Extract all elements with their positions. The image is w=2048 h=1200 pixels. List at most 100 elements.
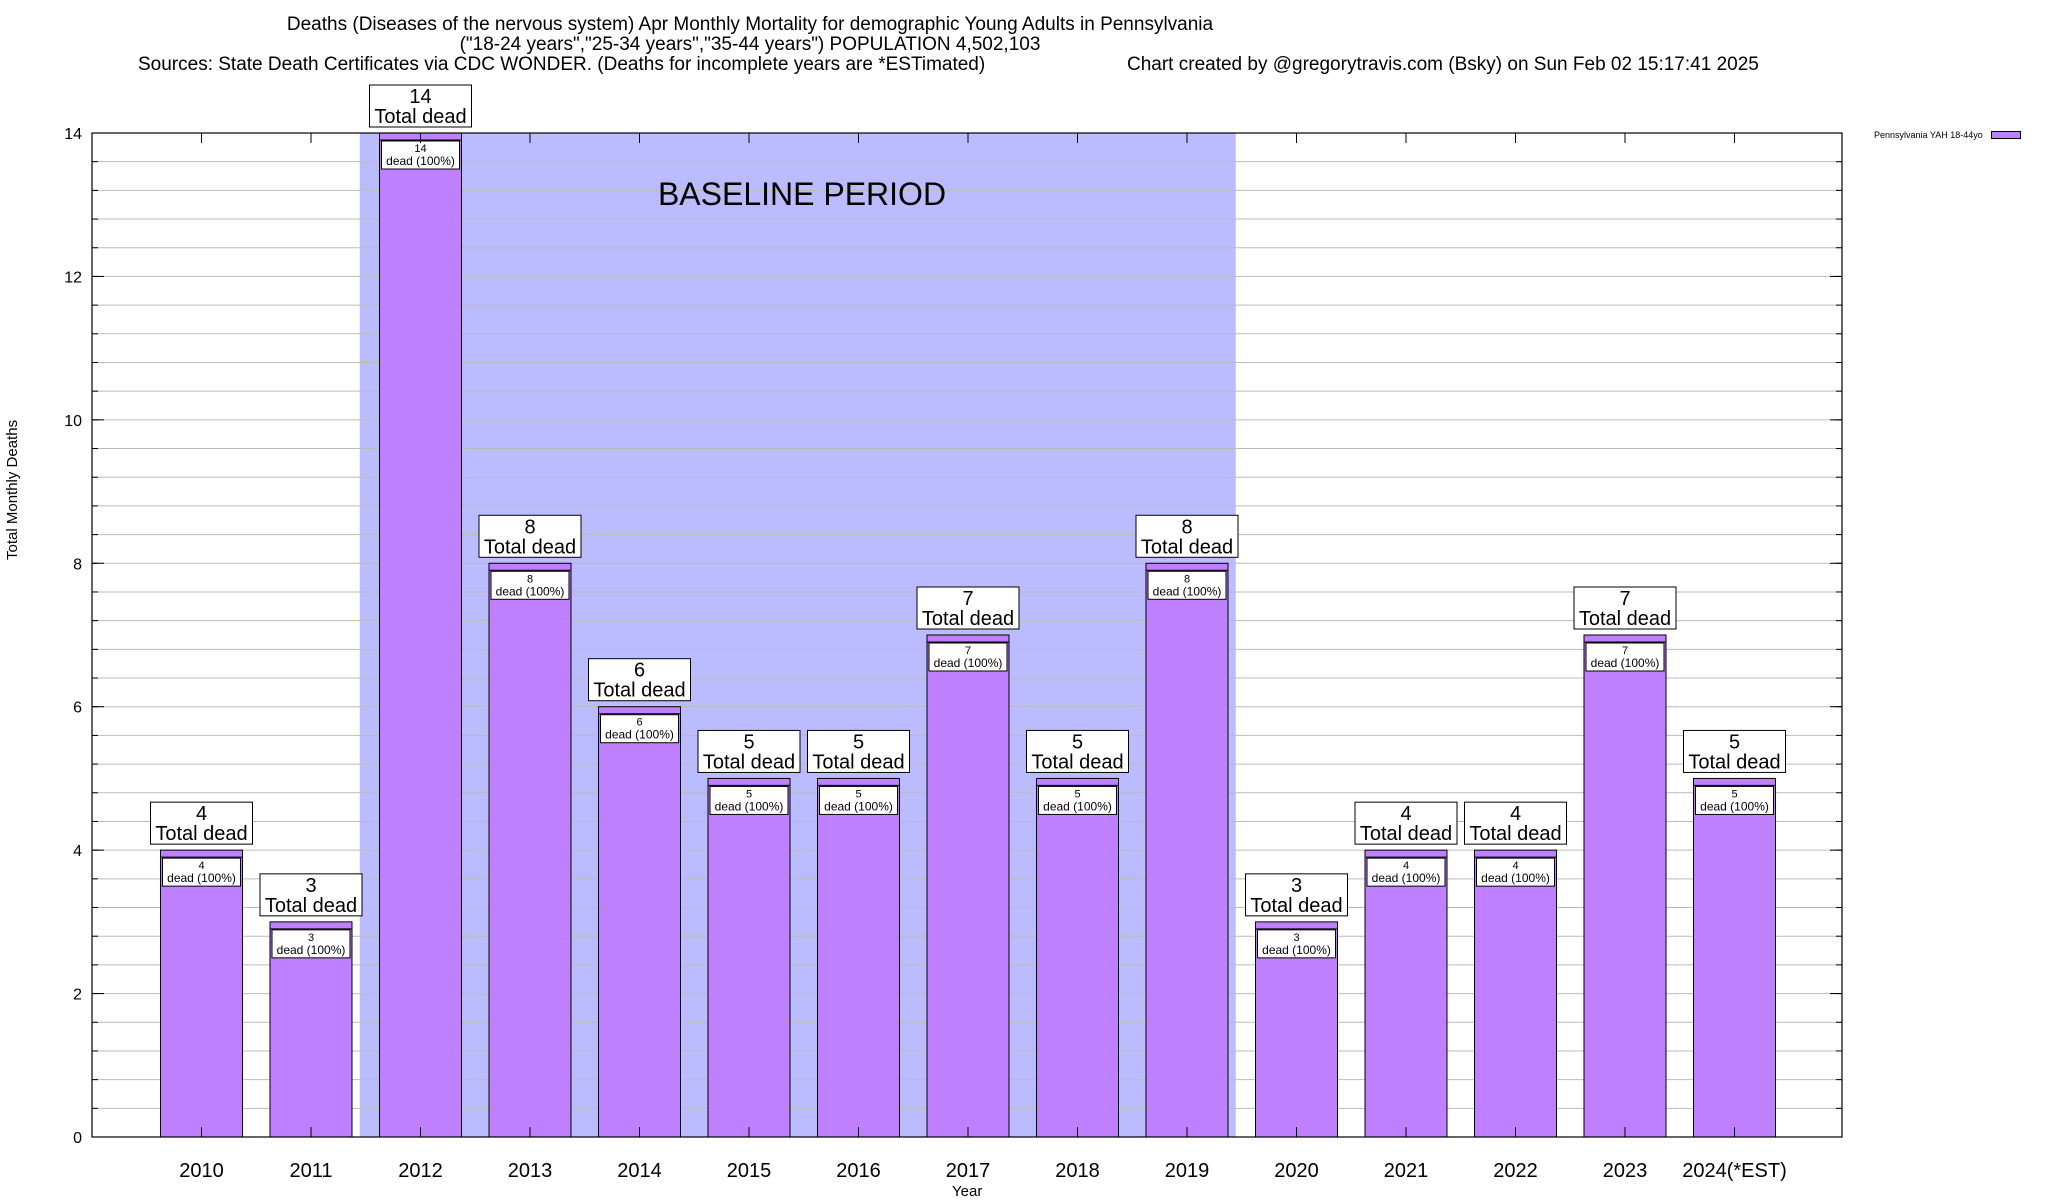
total-label-box (369, 84, 472, 128)
total-label-box (1683, 729, 1786, 773)
y-tick-label: 12 (64, 269, 82, 286)
inner-label-count: 3 (1293, 932, 1299, 944)
inner-label-box (162, 857, 241, 887)
bar (1583, 634, 1667, 1138)
y-tick-label: 0 (73, 1130, 82, 1147)
inner-label-text: dead (100%) (605, 728, 674, 742)
total-label-text: Total dead (1141, 536, 1233, 558)
total-label-count: 3 (305, 875, 316, 897)
x-tick-label: 2016 (836, 1160, 881, 1182)
bar (1145, 562, 1229, 1138)
inner-label-box (819, 785, 898, 815)
legend-swatch (1990, 131, 2021, 139)
inner-label-box (1366, 857, 1446, 887)
inner-label-box (271, 929, 351, 959)
total-label-text: Total dead (374, 106, 466, 128)
inner-label-box (1585, 642, 1665, 672)
total-label-count: 5 (1729, 731, 1740, 753)
bar (817, 777, 900, 1138)
bar (1036, 777, 1119, 1138)
x-tick-label: 2024(*EST) (1682, 1160, 1787, 1182)
inner-label-text: dead (100%) (386, 154, 455, 168)
total-label-count: 8 (1181, 516, 1192, 538)
inner-label-count: 5 (855, 788, 861, 800)
inner-label-count: 5 (1074, 788, 1080, 800)
total-label-box (588, 658, 691, 702)
total-label-box (478, 514, 582, 558)
inner-label-box (1695, 785, 1774, 815)
y-tick-label: 6 (73, 700, 82, 717)
baseline-label: BASELINE PERIOD (658, 176, 946, 212)
total-label-text: Total dead (1360, 823, 1452, 845)
total-label-text: Total dead (265, 895, 357, 917)
y-axis-label: Total Monthly Deaths (4, 419, 21, 560)
total-label-count: 14 (409, 86, 431, 108)
inner-label-text: dead (100%) (1153, 584, 1222, 598)
inner-label-text: dead (100%) (496, 584, 565, 598)
inner-label-count: 8 (1184, 573, 1190, 585)
total-label-count: 5 (1072, 731, 1083, 753)
x-tick-label: 2011 (289, 1160, 332, 1182)
inner-label-text: dead (100%) (934, 656, 1003, 670)
total-label-count: 5 (743, 731, 754, 753)
y-tick-label: 8 (73, 556, 82, 573)
y-tick-label: 14 (64, 126, 82, 143)
inner-label-text: dead (100%) (1591, 656, 1660, 670)
x-tick-label: 2014 (617, 1160, 662, 1182)
inner-label-text: dead (100%) (1262, 943, 1331, 957)
inner-label-text: dead (100%) (824, 799, 893, 813)
inner-label-box (490, 570, 570, 600)
y-tick-label: 4 (73, 843, 82, 860)
total-label-box (150, 801, 253, 845)
total-label-count: 7 (1619, 588, 1630, 610)
inner-label-box (928, 642, 1008, 672)
total-label-count: 4 (196, 803, 207, 825)
inner-label-count: 8 (527, 573, 533, 585)
total-label-box (916, 586, 1020, 630)
inner-label-count: 7 (1622, 645, 1628, 657)
total-label-text: Total dead (1469, 823, 1561, 845)
inner-label-text: dead (100%) (1481, 871, 1550, 885)
inner-label-count: 3 (308, 932, 314, 944)
total-label-text: Total dead (1250, 895, 1342, 917)
total-label-box (1026, 729, 1129, 773)
inner-label-box (709, 785, 789, 815)
inner-label-count: 5 (746, 788, 752, 800)
inner-label-count: 6 (636, 717, 642, 729)
inner-label-text: dead (100%) (715, 799, 784, 813)
total-label-count: 4 (1510, 803, 1521, 825)
total-label-text: Total dead (922, 608, 1014, 630)
total-label-box (259, 873, 363, 917)
inner-label-text: dead (100%) (277, 943, 346, 957)
bar (926, 634, 1010, 1138)
total-label-box (1573, 586, 1677, 630)
x-axis-label: Year (952, 1183, 983, 1200)
x-tick-label: 2019 (1165, 1160, 1210, 1182)
bar (598, 706, 681, 1138)
plot-frame (91, 132, 1843, 1138)
x-tick-label: 2022 (1493, 1160, 1538, 1182)
total-label-text: Total dead (1579, 608, 1671, 630)
y-tick-label: 10 (64, 413, 82, 430)
total-label-count: 4 (1400, 803, 1411, 825)
bar (379, 132, 462, 1138)
x-tick-label: 2020 (1274, 1160, 1319, 1182)
inner-label-count: 5 (1731, 788, 1737, 800)
inner-label-count: 14 (414, 143, 426, 155)
total-label-count: 3 (1291, 875, 1302, 897)
total-label-box (1135, 514, 1239, 558)
inner-label-text: dead (100%) (167, 871, 236, 885)
x-tick-label: 2018 (1055, 1160, 1100, 1182)
total-label-box (697, 729, 801, 773)
total-label-count: 8 (524, 516, 535, 538)
bar (1364, 849, 1448, 1138)
total-label-text: Total dead (484, 536, 576, 558)
chart-credit: Chart created by @gregorytravis.com (Bsk… (1127, 54, 1759, 75)
total-label-count: 6 (634, 660, 645, 682)
total-label-box (807, 729, 910, 773)
inner-label-box (1476, 857, 1555, 887)
chart-subtitle: ("18-24 years","25-34 years","35-44 year… (459, 34, 1041, 55)
bar (707, 777, 791, 1138)
total-label-text: Total dead (812, 751, 904, 773)
